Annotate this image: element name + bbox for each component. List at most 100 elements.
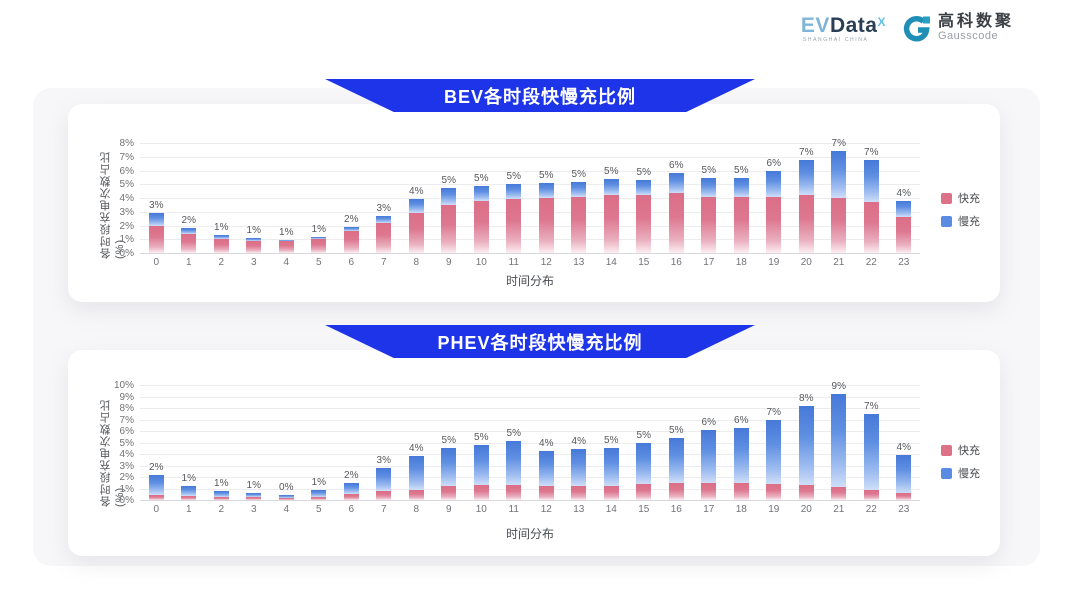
y-tick-label: 7% — [119, 414, 134, 426]
x-tick-label: 4 — [283, 504, 290, 515]
bar-hour-19[interactable]: 6% — [758, 158, 791, 253]
bar-hour-1[interactable]: 1% — [173, 473, 206, 500]
gridline — [140, 170, 920, 172]
bar-hour-13[interactable]: 4% — [563, 436, 596, 500]
bar-segment-fast — [506, 199, 522, 253]
bar-total-label: 6% — [766, 158, 781, 170]
bar-segment-fast — [538, 198, 554, 253]
bar-hour-3[interactable]: 1% — [238, 225, 271, 253]
bar-hour-16[interactable]: 5% — [660, 425, 693, 500]
bar-hour-14[interactable]: 5% — [595, 166, 628, 253]
evdata-data-text: Data — [829, 13, 878, 37]
bar-segment-slow — [733, 178, 749, 197]
bar-hour-4[interactable]: 1% — [270, 227, 303, 253]
y-tick-label: 1% — [119, 234, 134, 246]
bar-hour-8[interactable]: 4% — [400, 186, 433, 253]
bar-hour-18[interactable]: 6% — [725, 415, 758, 500]
bar-hour-17[interactable]: 5% — [693, 165, 726, 253]
bar-hour-11[interactable]: 5% — [498, 428, 531, 500]
bar-hour-20[interactable]: 7% — [790, 147, 823, 253]
bar-total-label: 7% — [831, 138, 846, 150]
bar-hour-7[interactable]: 3% — [368, 203, 401, 253]
bar-hour-10[interactable]: 5% — [465, 432, 498, 500]
gridline — [140, 419, 920, 421]
x-tick-label: 6 — [348, 504, 355, 515]
bar-hour-11[interactable]: 5% — [498, 171, 531, 253]
x-tick-label: 20 — [800, 504, 812, 515]
legend-label: 慢充 — [958, 468, 980, 480]
bar-hour-12[interactable]: 5% — [530, 170, 563, 253]
bar-hour-6[interactable]: 2% — [335, 214, 368, 253]
bev-x-axis-ticks: 0 1 2 3 4 5 6 7 8 9 10 11 12 13 14 15 16 17 18 19 20 21 22 23 — [140, 257, 920, 269]
bar-hour-14[interactable]: 5% — [595, 435, 628, 500]
x-tick-label: 1 — [185, 257, 192, 268]
bar-hour-22[interactable]: 7% — [855, 401, 888, 500]
bar-hour-3[interactable]: 1% — [238, 480, 271, 500]
bar-hour-13[interactable]: 5% — [563, 169, 596, 253]
bar-hour-20[interactable]: 8% — [790, 393, 823, 500]
bar-hour-7[interactable]: 3% — [368, 455, 401, 500]
bar-total-label: 5% — [539, 169, 554, 181]
bar-hour-4[interactable]: 0% — [270, 482, 303, 500]
bar-segment-slow — [148, 474, 164, 495]
gridline — [140, 454, 920, 455]
x-tick-label: 6 — [348, 257, 355, 268]
bar-hour-21[interactable]: 7% — [823, 138, 856, 253]
bar-segment-slow — [343, 482, 359, 494]
bar-total-label: 3% — [149, 200, 164, 212]
bar-segment-slow — [408, 199, 424, 214]
bar-hour-5[interactable]: 1% — [303, 224, 336, 253]
bar-segment-slow — [896, 455, 912, 494]
legend-item-快充[interactable]: 快充 — [941, 442, 980, 458]
bar-total-label: 5% — [474, 431, 489, 443]
y-tick-label: 3% — [119, 206, 134, 218]
x-tick-label: 18 — [735, 504, 747, 515]
bar-hour-2[interactable]: 1% — [205, 222, 238, 253]
bar-hour-0[interactable]: 3% — [140, 200, 173, 253]
gridline — [140, 465, 920, 467]
bar-total-label: 2% — [149, 461, 164, 473]
bar-total-label: 9% — [831, 381, 846, 393]
bar-hour-23[interactable]: 4% — [888, 442, 921, 500]
gridline — [140, 431, 920, 432]
bar-hour-0[interactable]: 2% — [140, 462, 173, 500]
bar-hour-15[interactable]: 5% — [628, 430, 661, 500]
x-tick-label: 14 — [605, 257, 617, 268]
bar-hour-1[interactable]: 2% — [173, 215, 206, 253]
x-tick-label: 2 — [218, 504, 225, 515]
x-tick-label: 5 — [315, 504, 322, 515]
x-tick-label: 15 — [638, 257, 650, 268]
bar-hour-17[interactable]: 6% — [693, 417, 726, 500]
bar-hour-23[interactable]: 4% — [888, 188, 921, 253]
y-tick-label: 2% — [119, 472, 134, 483]
bar-segment-slow — [766, 171, 782, 197]
bar-hour-19[interactable]: 7% — [758, 407, 791, 500]
legend-item-快充[interactable]: 快充 — [941, 190, 980, 206]
phev-chart-title: PHEV各时段快慢充比例 — [437, 332, 643, 353]
bar-hour-2[interactable]: 1% — [205, 478, 238, 500]
bar-hour-16[interactable]: 6% — [660, 160, 693, 253]
bar-hour-18[interactable]: 5% — [725, 165, 758, 253]
bar-hour-12[interactable]: 4% — [530, 438, 563, 500]
bar-hour-9[interactable]: 5% — [433, 435, 466, 500]
bar-hour-6[interactable]: 2% — [335, 470, 368, 500]
bar-segment-fast — [213, 496, 229, 500]
bar-hour-15[interactable]: 5% — [628, 167, 661, 253]
gridline — [140, 396, 920, 398]
bar-segment-fast — [636, 483, 652, 500]
bar-total-label: 5% — [734, 165, 749, 177]
bar-hour-10[interactable]: 5% — [465, 173, 498, 253]
bar-hour-21[interactable]: 9% — [823, 381, 856, 500]
legend-item-慢充[interactable]: 慢充 — [941, 213, 980, 229]
bar-hour-9[interactable]: 5% — [433, 175, 466, 253]
legend-swatch — [941, 215, 952, 227]
bar-total-label: 1% — [246, 480, 261, 492]
bar-hour-8[interactable]: 4% — [400, 443, 433, 500]
bar-total-label: 2% — [344, 469, 359, 481]
bar-segment-slow — [603, 448, 619, 487]
bar-hour-5[interactable]: 1% — [303, 477, 336, 500]
bar-hour-22[interactable]: 7% — [855, 147, 888, 253]
legend-item-慢充[interactable]: 慢充 — [941, 465, 980, 481]
bar-segment-fast — [343, 493, 359, 500]
y-tick-label: 5% — [119, 437, 134, 449]
